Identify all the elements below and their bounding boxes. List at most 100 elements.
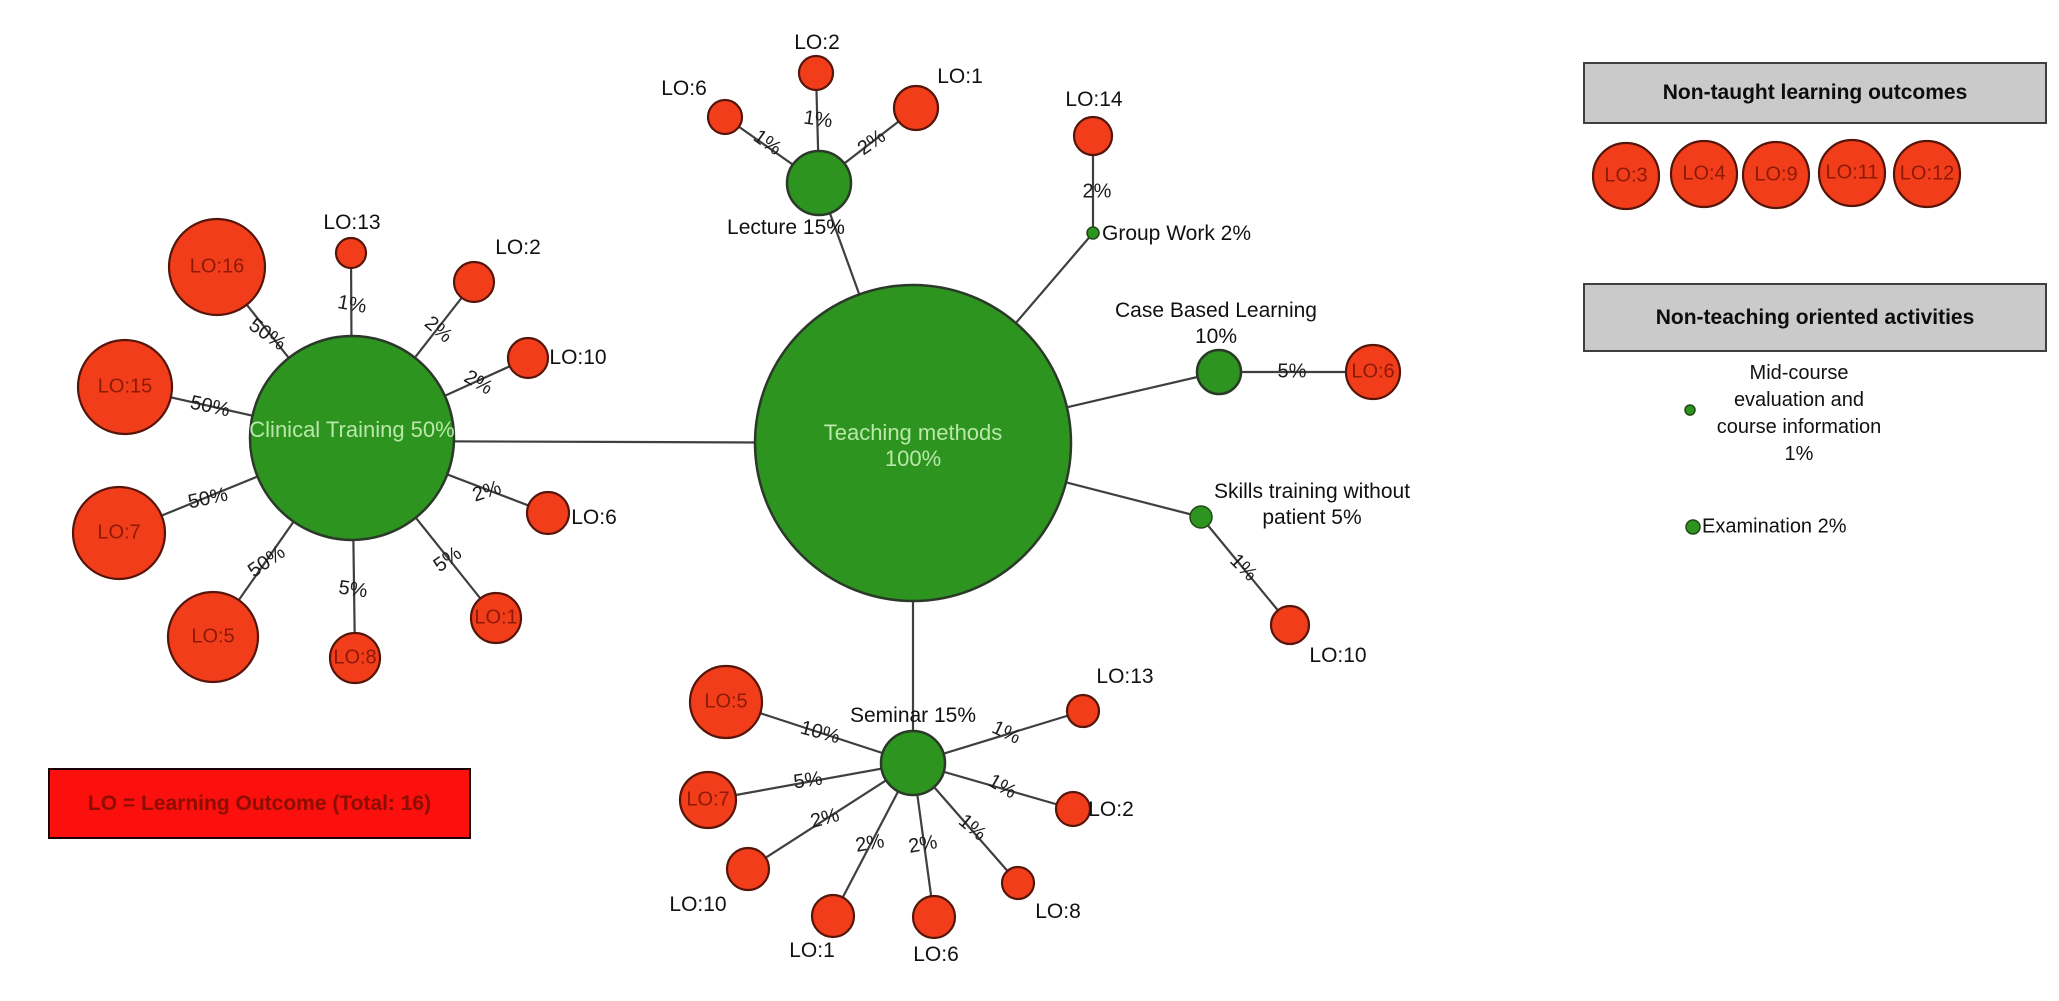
lecture-lo2-circle: [797, 54, 835, 92]
teaching-methods-line2: 100%: [884, 446, 942, 471]
seminar-lo13-label: LO:13: [1096, 665, 1154, 688]
clinical-lo2-circle: [452, 260, 496, 304]
seminar-lo6-pct: 2%: [906, 831, 940, 858]
case-based-label: Case Based Learning 10%: [1115, 298, 1317, 350]
edge-skills-lo10: [1200, 516, 1291, 626]
legend-box: LO = Learning Outcome (Total: 16): [48, 768, 471, 839]
seminar-lo2-label: LO:2: [1088, 798, 1134, 821]
clinical-lo7-label: LO:7: [97, 521, 141, 544]
lecture-lo2-label: LO:2: [794, 31, 840, 54]
clinical-lo13-label: LO:13: [323, 211, 381, 234]
clinical-lo6-circle: [525, 490, 571, 536]
lecture-lo6-circle: [706, 98, 744, 136]
nontaught-lo4-label: LO:4: [1682, 162, 1726, 185]
clinical-lo13-pct: 1%: [335, 291, 369, 318]
nontaught-lo12-circle: [1892, 139, 1962, 209]
skills-line2: patient 5%: [1262, 506, 1362, 529]
seminar-lo7-pct: 5%: [792, 767, 824, 794]
nontaught-lo9-label: LO:9: [1754, 163, 1798, 186]
nontaught-lo4-circle: [1669, 139, 1739, 209]
examination-dot: [1685, 519, 1701, 535]
nontaught-lo11-label: LO:11: [1825, 161, 1879, 184]
nontaught-lo11-circle: [1817, 138, 1887, 208]
clinical-lo8-pct: 5%: [337, 576, 369, 603]
casebased-lo6-circle: [1344, 343, 1402, 401]
non-teaching-header: Non-teaching oriented activities: [1583, 283, 2047, 352]
mid-course-line2: evaluation and: [1733, 389, 1865, 411]
case-based-line2: 10%: [1194, 325, 1238, 348]
clinical-lo5-circle: [166, 590, 260, 684]
seminar-lo7-circle: [678, 770, 738, 830]
lecture-lo1-label: LO:1: [937, 65, 983, 88]
seminar-label: Seminar 15%: [849, 704, 977, 727]
mid-course-label: Mid-course evaluation and course informa…: [1717, 360, 1882, 468]
skills-line1: Skills training without: [1213, 480, 1411, 503]
clinical-lo15-circle: [76, 338, 174, 436]
seminar-lo5-circle: [688, 664, 764, 740]
skills-training-label: Skills training without patient 5%: [1214, 479, 1410, 531]
lecture-lo1-circle: [892, 84, 940, 132]
clinical-lo15-label: LO:15: [97, 375, 153, 398]
clinical-lo16-label: LO:16: [189, 255, 245, 278]
seminar-circle: [879, 729, 947, 797]
lecture-circle: [785, 149, 853, 217]
clinical-lo7-circle: [71, 485, 167, 581]
casebased-lo6-label: LO:6: [1351, 360, 1395, 383]
mid-course-dot: [1684, 404, 1696, 416]
seminar-lo1-circle: [810, 893, 856, 939]
clinical-lo10-circle: [506, 336, 550, 380]
skills-lo10-circle: [1269, 604, 1311, 646]
group-work-dot: [1086, 226, 1100, 240]
clinical-lo1-circle: [469, 591, 523, 645]
edge-seminar-lo7: [707, 761, 914, 802]
case-based-circle: [1195, 348, 1243, 396]
nontaught-lo9-circle: [1741, 140, 1811, 210]
teaching-methods-line1: Teaching methods: [823, 420, 1003, 445]
seminar-lo2-circle: [1054, 790, 1092, 828]
mid-course-line1: Mid-course: [1749, 362, 1849, 384]
lecture-lo2-pct: 1%: [802, 106, 834, 133]
seminar-lo13-circle: [1065, 693, 1101, 729]
mid-course-line4: 1%: [1784, 443, 1814, 465]
lecture-lo6-label: LO:6: [661, 77, 707, 100]
non-taught-header: Non-taught learning outcomes: [1583, 62, 2047, 124]
groupwork-lo14-circle: [1072, 115, 1114, 157]
teaching-methods-label: Teaching methods 100%: [824, 420, 1003, 472]
examination-label: Examination 2%: [1702, 515, 1847, 538]
clinical-lo10-label: LO:10: [549, 346, 607, 369]
lecture-label: Lecture 15%: [727, 216, 845, 239]
clinical-lo2-label: LO:2: [495, 236, 541, 259]
seminar-lo6-circle: [911, 894, 957, 940]
seminar-lo8-label: LO:8: [1035, 900, 1081, 923]
nontaught-lo12-label: LO:12: [1899, 162, 1955, 185]
clinical-lo5-label: LO:5: [191, 625, 235, 648]
clinical-lo8-label: LO:8: [333, 646, 377, 669]
clinical-training-label: Clinical Training 50%: [249, 417, 455, 442]
clinical-lo13-circle: [334, 236, 368, 270]
seminar-lo7-label: LO:7: [686, 788, 730, 811]
seminar-lo1-pct: 2%: [853, 830, 887, 857]
case-based-line1: Case Based Learning: [1115, 299, 1317, 322]
nontaught-lo3-circle: [1591, 141, 1661, 211]
mid-course-line3: course information: [1716, 416, 1882, 438]
groupwork-lo14-label: LO:14: [1065, 88, 1123, 111]
skills-lo10-label: LO:10: [1309, 644, 1367, 667]
seminar-lo6-label: LO:6: [913, 943, 959, 966]
seminar-lo8-circle: [1000, 865, 1036, 901]
clinical-lo6-label: LO:6: [571, 506, 617, 529]
nontaught-lo3-label: LO:3: [1604, 164, 1648, 187]
clinical-lo16-circle: [167, 217, 267, 317]
groupwork-lo14-pct: 2%: [1082, 180, 1112, 203]
group-work-label: Group Work 2%: [1102, 222, 1251, 245]
seminar-lo10-label: LO:10: [669, 893, 727, 916]
clinical-lo8-circle: [328, 631, 382, 685]
seminar-lo5-label: LO:5: [704, 690, 748, 713]
clinical-training-circle: [248, 334, 456, 542]
skills-training-dot: [1189, 505, 1213, 529]
teaching-methods-circle: [753, 283, 1073, 603]
clinical-lo1-label: LO:1: [474, 606, 518, 629]
seminar-lo1-label: LO:1: [789, 939, 835, 962]
seminar-lo10-circle: [725, 846, 771, 892]
